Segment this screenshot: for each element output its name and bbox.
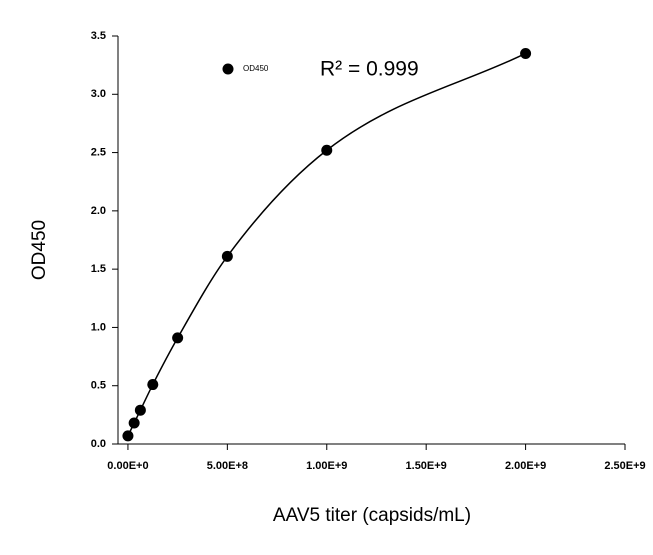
y-tick-label: 3.0 xyxy=(91,88,106,100)
x-tick-label: 5.00E+8 xyxy=(207,460,248,472)
point xyxy=(128,417,140,429)
point xyxy=(122,430,134,442)
point xyxy=(172,332,184,344)
point xyxy=(147,379,159,391)
x-tick-label: 1.00E+9 xyxy=(306,460,347,472)
x-tick-label: 2.50E+9 xyxy=(604,460,645,472)
y-tick-label: 3.5 xyxy=(91,30,106,42)
x-tick-label: 1.50E+9 xyxy=(406,460,447,472)
point xyxy=(221,250,233,262)
legend-marker xyxy=(222,63,234,75)
y-axis-title: OD450 xyxy=(29,220,50,280)
x-tick-label: 2.00E+9 xyxy=(505,460,546,472)
fit-curve xyxy=(127,52,526,437)
y-tick-label: 1.0 xyxy=(91,321,106,333)
legend-label: OD450 xyxy=(243,64,269,73)
y-tick-label: 0.5 xyxy=(91,380,106,392)
annotation: R² = 0.999 xyxy=(320,58,419,81)
y-tick-label: 2.5 xyxy=(91,146,106,158)
x-tick-label: 0.00E+0 xyxy=(107,460,148,472)
point xyxy=(321,144,333,156)
point xyxy=(134,404,146,416)
x-axis-title: AAV5 titer (capsids/mL) xyxy=(273,505,471,526)
y-tick-label: 0.0 xyxy=(91,438,106,450)
y-tick-label: 2.0 xyxy=(91,205,106,217)
y-tick-label: 1.5 xyxy=(91,263,106,275)
point xyxy=(520,47,532,59)
